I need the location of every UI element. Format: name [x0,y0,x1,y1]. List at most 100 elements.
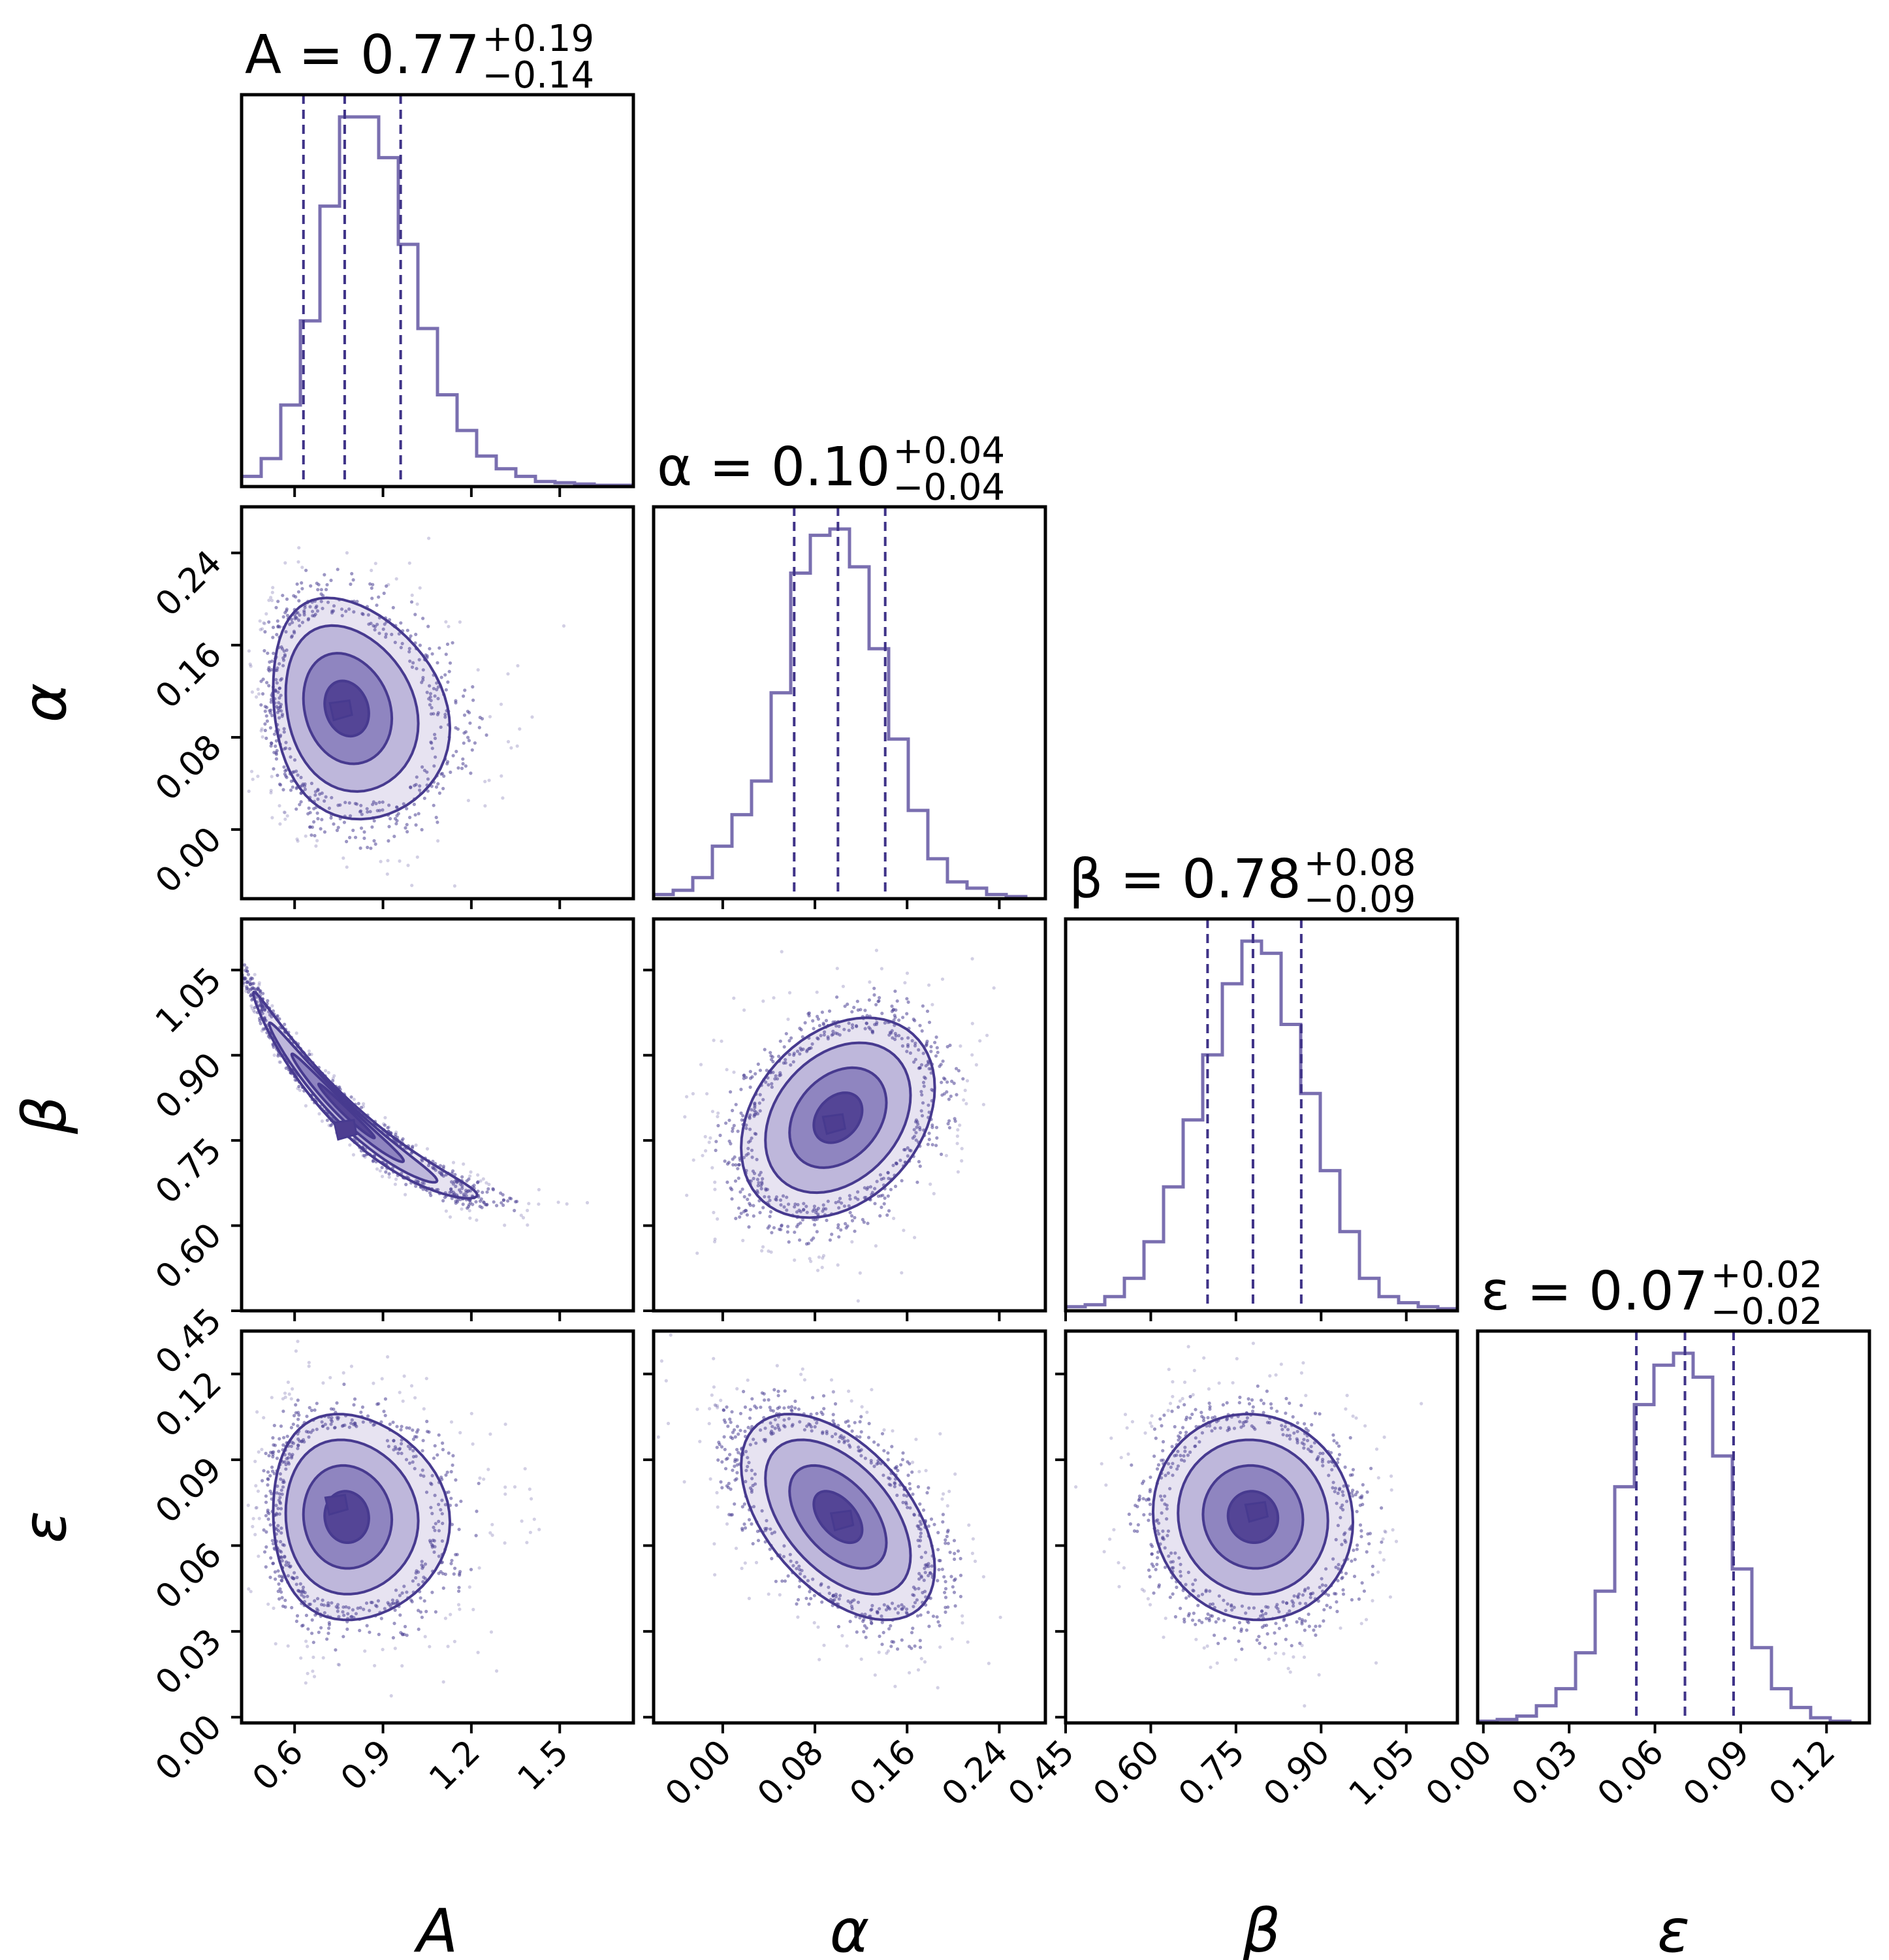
scatter-point [468,1174,472,1178]
scatter-point [848,1197,852,1201]
scatter-point [911,1626,915,1630]
scatter-point [760,1249,764,1253]
scatter-point [276,1054,280,1058]
scatter-point [476,668,480,672]
scatter-point [1331,1486,1335,1490]
scatter-point [847,1021,851,1025]
scatter-point [789,1405,794,1409]
scatter-point [770,1230,774,1234]
scatter-point [290,1440,294,1444]
scatter-point [901,1500,905,1505]
x-tick-label: 0.12 [1762,1733,1843,1814]
scatter-point [1176,1449,1180,1453]
scatter-point [1123,1413,1128,1417]
scatter-point [1335,1609,1339,1613]
scatter-point [741,1114,745,1117]
scatter-point [885,1651,889,1655]
scatter-point [714,1140,718,1144]
scatter-point [306,617,311,621]
scatter-point [1300,1643,1304,1647]
scatter-point [262,1469,266,1473]
histogram-step-line [1476,1351,1869,1725]
scatter-point [426,789,430,793]
scatter-point [433,1494,437,1498]
scatter-point [1175,1453,1179,1457]
scatter-point [938,1432,942,1436]
scatter-point [927,1624,931,1628]
scatter-point [327,1621,331,1625]
scatter-point [798,1420,802,1424]
scatter-point [1333,1592,1337,1596]
scatter-point [389,1694,393,1698]
scatter-point [477,1566,481,1570]
scatter-point [895,1162,898,1166]
scatter-point [429,1505,433,1509]
scatter-point [873,1187,877,1191]
scatter-point [525,1541,529,1545]
scatter-point [748,1407,752,1411]
scatter-point [1173,1615,1177,1619]
scatter-point [828,1238,832,1242]
scatter-point [918,1066,922,1070]
scatter-point [443,715,447,719]
scatter-point [319,1626,323,1630]
scatter-point [847,1389,851,1393]
scatter-point [941,1059,945,1063]
scatter-point [1280,1428,1284,1432]
scatter-point [815,1411,819,1415]
scatter-point [896,1611,900,1615]
scatter-point [917,1526,921,1530]
scatter-point [380,1174,385,1178]
scatter-point [349,582,353,586]
scatter-point [729,1090,733,1094]
scatter-point [410,593,414,598]
scatter-point [1348,1436,1352,1439]
scatter-point [1358,1503,1362,1507]
scatter-point [862,1630,866,1633]
scatter-point [929,1050,933,1053]
scatter-point [400,1441,404,1446]
scatter-point [813,1425,817,1429]
scatter-point [308,1052,311,1057]
scatter-point [1389,1488,1393,1492]
scatter-point [1352,1575,1357,1579]
scatter-point [278,1492,281,1496]
scatter-point [259,703,263,707]
scatter-point [276,619,279,623]
scatter-point [812,1027,816,1031]
scatter-point [915,1598,919,1602]
scatter-point [275,1456,279,1460]
scatter-point [402,1584,406,1588]
scatter-point [298,803,302,807]
scatter-point [944,1610,947,1614]
scatter-point [1117,1561,1120,1565]
scatter-point [271,1562,276,1566]
title-main: α = 0.10 [657,436,890,498]
scatter-point [434,1168,437,1172]
scatter-point [462,1162,466,1166]
scatter-point [948,1550,952,1554]
scatter-point [336,568,340,571]
scatter-point [761,1098,765,1102]
scatter-point [1135,1505,1139,1509]
scatter-point [823,1030,827,1034]
panel-frame-1-1 [652,505,1047,901]
scatter-point [956,1170,960,1174]
scatter-point [710,1393,714,1397]
x-axis-label: A [414,1896,458,1960]
scatter-point [420,1615,424,1619]
scatter-point [748,1202,752,1206]
scatter-point [940,1093,944,1097]
scatter-point [1282,1652,1286,1656]
scatter-point [1177,1556,1181,1560]
scatter-point [1304,1394,1308,1398]
scatter-point [1237,1620,1241,1625]
scatter-point [291,785,294,789]
scatter-point [744,1468,748,1473]
scatter-point [941,1513,945,1517]
scatter-point [396,812,400,816]
scatter-point [312,807,316,811]
scatter-point [269,744,273,748]
scatter-point [890,1004,894,1008]
scatter-point [917,1586,921,1590]
